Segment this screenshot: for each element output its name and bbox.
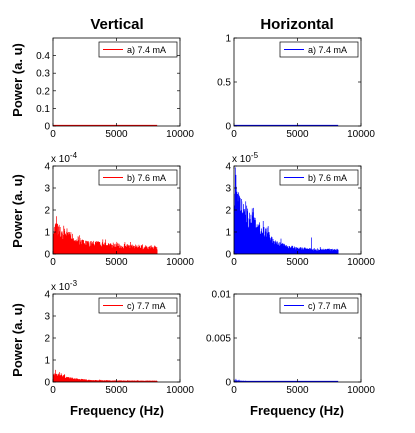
panel-vertical-2-xtick-label-0: 0 — [50, 257, 56, 268]
ylabel-row1: Power (a. u) — [10, 43, 25, 117]
panel-horizontal-1-xtick-label-1: 5000 — [286, 129, 309, 140]
panel-horizontal-2-ytick-label-3: 3 — [225, 184, 231, 195]
panel-vertical-3-ytick-label-4: 4 — [44, 290, 50, 301]
panel-vertical-1-legend-box — [98, 41, 178, 58]
panel-horizontal-3-series — [234, 378, 339, 382]
panel-vertical-2-legend-label: b) 7.6 mA — [127, 173, 166, 183]
panel-vertical-1-ytick-label-2: 0.2 — [36, 86, 50, 97]
panel-horizontal-1-ytick-label-0: 0 — [225, 122, 231, 133]
panel-vertical-3-legend-label: c) 7.7 mA — [127, 301, 166, 311]
panel-horizontal-1-legend-box — [279, 41, 359, 58]
panel-horizontal-1: 0 5000 10000 0 0.5 1 a) 7.4 mA — [217, 34, 375, 141]
panel-vertical-2-legend-box — [98, 169, 178, 186]
panel-horizontal-3-xtick-label-0: 0 — [231, 385, 237, 396]
panel-horizontal-2-ytick-label-4: 4 — [225, 162, 231, 173]
panel-vertical-2-ytick-label-2: 2 — [44, 206, 50, 217]
panel-horizontal-3: 0 5000 10000 0 0.005 0.01 c) 7.7 mA — [206, 290, 375, 397]
panel-vertical-2-ytick-label-1: 1 — [44, 228, 50, 239]
xlabel-left: Frequency (Hz) — [70, 403, 164, 418]
panel-horizontal-2-xtick-label-0: 0 — [231, 257, 237, 268]
panel-vertical-2-ytick-label-3: 3 — [44, 184, 50, 195]
panel-vertical-2-series — [53, 216, 158, 254]
panel-horizontal-3-ytick-label-1: 0.005 — [206, 334, 231, 345]
panel-horizontal-1-legend-label: a) 7.4 mA — [308, 45, 347, 55]
panel-horizontal-2-spectrum — [234, 167, 339, 254]
panel-vertical-1-xtick-label-1: 5000 — [105, 129, 128, 140]
panel-horizontal-3-ytick-label-0: 0 — [225, 378, 231, 389]
panel-horizontal-2-xtick-label-1: 5000 — [286, 257, 309, 268]
panel-vertical-1-ytick-label-0: 0 — [44, 122, 50, 133]
ylabel-row3: Power (a. u) — [10, 303, 25, 377]
col-title-horizontal: Horizontal — [260, 16, 333, 33]
panel-vertical-1: 0 5000 10000 0 0.1 0.2 0.3 0.4 a) 7.4 mA — [36, 37, 194, 140]
panel-horizontal-2-ytick-label-1: 1 — [225, 228, 231, 239]
panel-vertical-3-exponent: x 10-3 — [51, 279, 78, 293]
panel-vertical-3-ytick-label-1: 1 — [44, 356, 50, 367]
panel-horizontal-3-ytick-label-2: 0.01 — [212, 290, 232, 301]
panel-vertical-3-series — [53, 369, 158, 382]
panel-vertical-2: 0 5000 10000 0 1 2 3 4x 10-4 b) 7.6 mA — [44, 151, 194, 268]
panel-vertical-3-ytick-label-2: 2 — [44, 334, 50, 345]
panel-vertical-2-xtick-label-1: 5000 — [105, 257, 128, 268]
panel-horizontal-1-xtick-label-2: 10000 — [347, 129, 375, 140]
panel-horizontal-2-legend-box — [279, 169, 359, 186]
panel-horizontal-2-exponent: x 10-5 — [232, 151, 259, 165]
panel-vertical-2-spectrum — [53, 216, 158, 254]
xlabel-right: Frequency (Hz) — [250, 403, 344, 418]
panel-horizontal-1-ytick-label-2: 1 — [225, 34, 231, 45]
panel-horizontal-2-series — [234, 167, 339, 254]
panel-vertical-3-ytick-label-0: 0 — [44, 378, 50, 389]
panel-vertical-2-exponent: x 10-4 — [51, 151, 78, 165]
panel-horizontal-3-xtick-label-2: 10000 — [347, 385, 375, 396]
panel-vertical-1-ytick-label-3: 0.3 — [36, 69, 50, 80]
panel-vertical-3-legend-box — [98, 297, 178, 314]
panel-horizontal-2-ytick-label-2: 2 — [225, 206, 231, 217]
panel-vertical-1-xtick-label-2: 10000 — [166, 129, 194, 140]
panel-vertical-3-xtick-label-1: 5000 — [105, 385, 128, 396]
panel-vertical-1-legend-label: a) 7.4 mA — [127, 45, 166, 55]
panel-horizontal-2-ytick-label-0: 0 — [225, 250, 231, 261]
panel-horizontal-3-legend-box — [279, 297, 359, 314]
panel-vertical-3-xtick-label-2: 10000 — [166, 385, 194, 396]
panel-horizontal-1-ytick-label-1: 0.5 — [217, 78, 231, 89]
panel-horizontal-2-xtick-label-2: 10000 — [347, 257, 375, 268]
panel-horizontal-3-xtick-label-1: 5000 — [286, 385, 309, 396]
panel-vertical-2-xtick-label-2: 10000 — [166, 257, 194, 268]
panel-vertical-3: 0 5000 10000 0 1 2 3 4x 10-3 c) 7.7 mA — [44, 279, 194, 396]
panel-vertical-2-ytick-label-0: 0 — [44, 250, 50, 261]
panel-vertical-3-spectrum — [53, 369, 158, 382]
panel-horizontal-2-legend-label: b) 7.6 mA — [308, 173, 347, 183]
panel-vertical-1-ytick-label-4: 0.4 — [36, 51, 50, 62]
panel-horizontal-2: 0 5000 10000 0 1 2 3 4x 10-5 b) 7.6 mA — [225, 151, 375, 268]
ylabel-row2: Power (a. u) — [10, 174, 25, 248]
panel-vertical-3-ytick-label-3: 3 — [44, 312, 50, 323]
panel-vertical-1-xtick-label-0: 0 — [50, 129, 56, 140]
col-title-vertical: Vertical — [90, 16, 143, 33]
panel-vertical-3-xtick-label-0: 0 — [50, 385, 56, 396]
panel-vertical-1-ytick-label-1: 0.1 — [36, 104, 50, 115]
panel-horizontal-1-xtick-label-0: 0 — [231, 129, 237, 140]
panel-horizontal-3-legend-label: c) 7.7 mA — [308, 301, 347, 311]
panel-vertical-2-ytick-label-4: 4 — [44, 162, 50, 173]
